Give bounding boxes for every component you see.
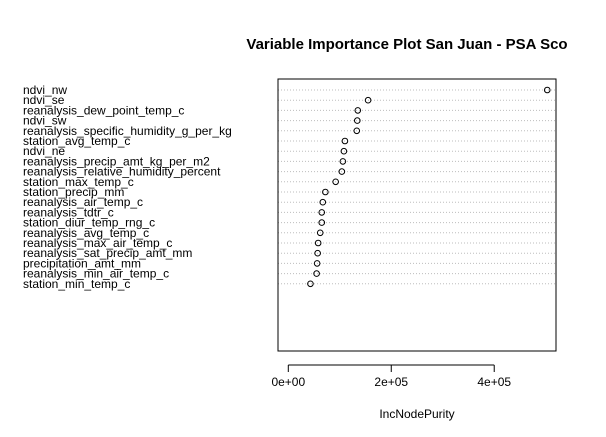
variable-label: reanalysis_air_temp_c [23,195,143,209]
importance-point [339,158,347,165]
importance-point [353,117,361,124]
importance-point [319,198,327,206]
variable-label: precipitation_amt_mm [23,256,141,270]
importance-point [314,239,322,247]
variable-label: station_max_temp_c [23,175,134,189]
importance-point [543,86,551,94]
importance-point [341,137,349,145]
variable-label: reanalysis_precip_amt_kg_per_m2 [23,154,210,168]
importance-point [318,219,326,226]
variable-label: reanalysis_relative_humidity_percent [23,165,221,179]
variable-label: ndvi_nw [23,83,67,97]
importance-point [338,168,346,175]
importance-point [332,178,339,186]
importance-point [313,270,320,277]
importance-points [307,86,551,288]
variable-label: reanalysis_avg_temp_c [23,226,149,240]
variable-labels: ndvi_nwndvi_sereanalysis_dew_point_temp_… [23,83,232,291]
importance-point [318,209,326,216]
x-tick-label: 0e+00 [271,375,305,389]
importance-point [307,280,314,288]
plot-frame [277,78,557,352]
variable-label: reanalysis_tdtr_c [23,205,114,219]
variable-label: reanalysis_min_air_temp_c [23,267,169,281]
x-tick-label: 2e+05 [374,375,408,389]
variable-label: station_min_temp_c [23,277,130,291]
variable-label: reanalysis_specific_humidity_g_per_kg [23,124,232,138]
variable-label: station_avg_temp_c [23,134,130,148]
x-tick-label: 4e+05 [477,375,511,389]
variable-label: station_precip_mm [23,185,124,199]
variable-label: station_diur_temp_rng_c [23,216,155,230]
chart-title: Variable Importance Plot San Juan - PSA … [246,36,567,53]
importance-point [353,127,361,135]
importance-point [313,260,321,267]
grid-lines [278,89,556,285]
variable-label: ndvi_ne [23,144,65,158]
variable-label: ndvi_sw [23,114,67,128]
x-axis-title: IncNodePurity [379,407,454,421]
variable-label: ndvi_se [23,93,65,107]
variable-label: reanalysis_dew_point_temp_c [23,103,184,117]
variable-label: reanalysis_max_air_temp_c [23,236,172,250]
importance-point [314,249,321,257]
importance-point [364,96,372,104]
importance-point [340,147,348,155]
importance-point [316,229,324,237]
x-axis: 0e+00 2e+05 4e+05 [271,364,511,389]
importance-point [322,188,329,196]
variable-label: reanalysis_sat_precip_amt_mm [23,246,192,260]
importance-point [354,107,362,114]
